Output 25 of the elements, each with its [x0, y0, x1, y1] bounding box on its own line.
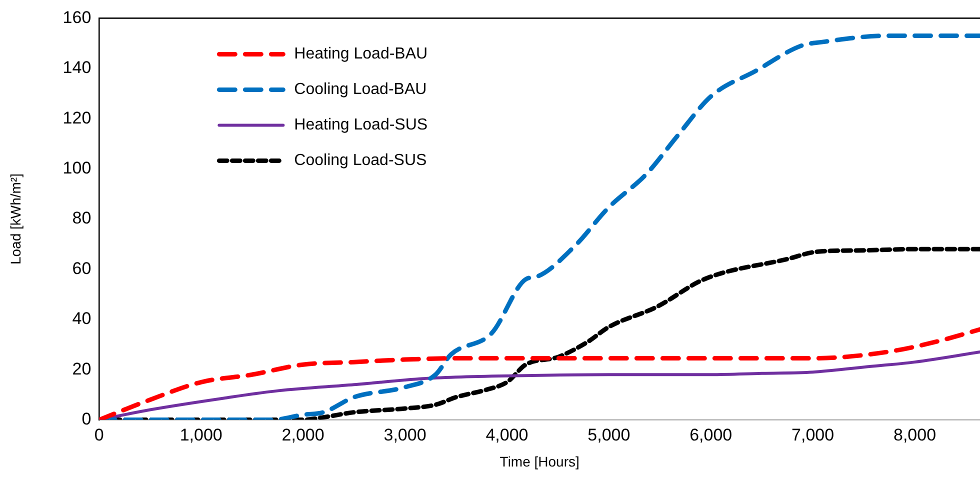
x-tick-label: 1,000 — [180, 426, 222, 445]
x-tick-label: 6,000 — [690, 426, 732, 445]
y-tick-label: 160 — [62, 8, 92, 27]
y-tick-label: 80 — [72, 208, 92, 228]
legend-label: Heating Load-BAU — [294, 46, 428, 63]
x-tick-label: 2,000 — [282, 426, 324, 445]
y-axis-title: Load [kWh/m²] — [7, 173, 24, 265]
x-tick-label: 8,000 — [893, 426, 936, 445]
x-axis-title: Time [Hours] — [500, 453, 580, 470]
x-tick-label: 3,000 — [384, 426, 426, 445]
x-tick-label: 0 — [94, 426, 104, 445]
y-tick-label: 60 — [72, 258, 92, 278]
y-tick-label: 120 — [62, 108, 92, 128]
y-tick-label: 100 — [62, 158, 92, 178]
line-series — [99, 327, 980, 420]
legend-label: Cooling Load-SUS — [294, 152, 427, 170]
y-tick-label: 40 — [72, 309, 92, 328]
y-tick-label: 20 — [72, 359, 92, 378]
y-tick-label: 0 — [82, 409, 92, 428]
x-tick-label: 7,000 — [792, 426, 834, 445]
x-tick-label: 5,000 — [588, 426, 630, 445]
x-tick-label: 4,000 — [486, 426, 528, 445]
y-tick-label: 140 — [62, 58, 92, 78]
legend-label: Heating Load-SUS — [294, 116, 428, 134]
legend-label: Cooling Load-BAU — [294, 81, 427, 98]
